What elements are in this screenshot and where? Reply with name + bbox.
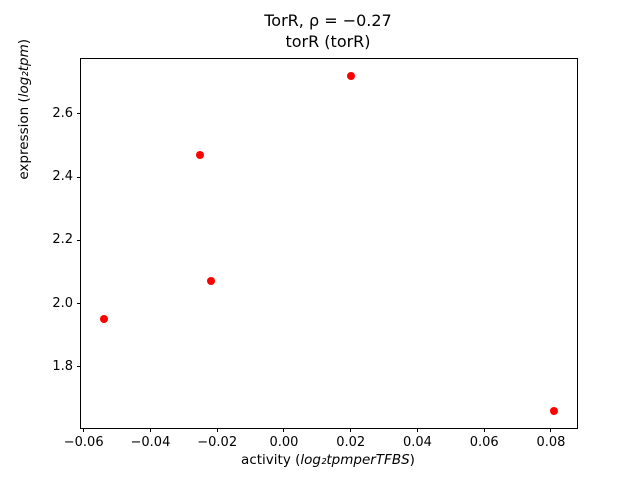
- x-tick-label: 0.08: [536, 435, 566, 450]
- x-tick-mark: [550, 428, 552, 432]
- x-tick-label: 0.04: [402, 435, 432, 450]
- y-axis-label-suffix: ): [16, 38, 32, 45]
- scatter-point: [99, 315, 108, 324]
- x-axis-label: activity (log₂tpmperTFBS): [80, 452, 576, 468]
- y-tick-label: 1.8: [52, 358, 73, 374]
- scatter-point: [346, 71, 355, 80]
- chart-title-line1-text: TorR, ρ = −0.27: [264, 11, 392, 30]
- y-tick-label: 2.4: [52, 169, 73, 185]
- x-tick-mark: [350, 428, 352, 432]
- y-tick-mark: [77, 113, 81, 115]
- y-tick-mark: [77, 303, 81, 305]
- y-tick-mark: [77, 366, 81, 368]
- x-tick-mark: [283, 428, 285, 432]
- y-axis-label-math: log₂tpm: [16, 44, 32, 98]
- chart-title-line1: TorR, ρ = −0.27: [80, 10, 576, 31]
- y-tick-mark: [77, 239, 81, 241]
- x-tick-label: 0.06: [469, 435, 499, 450]
- x-tick-label: −0.02: [197, 435, 238, 450]
- y-tick-label: 2.2: [52, 232, 73, 248]
- y-tick-label: 2.6: [52, 105, 73, 121]
- y-axis-label-prefix: expression (: [16, 97, 32, 180]
- y-tick-label: 2.0: [52, 295, 73, 311]
- plot-area: −0.06 −0.04 −0.02 0.00 0.02 0.04 0.06 0.08 1.8 2.…: [52, 58, 578, 450]
- chart-title-line2: torR (torR): [80, 31, 576, 52]
- chart-title-line2-text: torR (torR): [285, 32, 371, 51]
- x-axis-label-prefix: activity (: [241, 452, 301, 468]
- y-tick-mark: [77, 176, 81, 178]
- x-tick-mark: [83, 428, 85, 432]
- x-axis-label-suffix: ): [409, 452, 415, 468]
- x-tick-mark: [483, 428, 485, 432]
- chart-title: TorR, ρ = −0.27 torR (torR): [80, 10, 576, 52]
- scatter-point: [196, 150, 205, 159]
- x-tick-label: 0.00: [269, 435, 299, 450]
- x-tick-mark: [216, 428, 218, 432]
- x-tick-mark: [149, 428, 151, 432]
- scatter-point: [206, 277, 215, 286]
- x-tick-label: −0.06: [63, 435, 104, 450]
- scatter-point: [550, 407, 559, 416]
- x-axis-label-math: log₂tpmperTFBS: [300, 452, 410, 468]
- x-tick-label: −0.04: [130, 435, 171, 450]
- x-tick-label: 0.02: [336, 435, 366, 450]
- x-tick-mark: [416, 428, 418, 432]
